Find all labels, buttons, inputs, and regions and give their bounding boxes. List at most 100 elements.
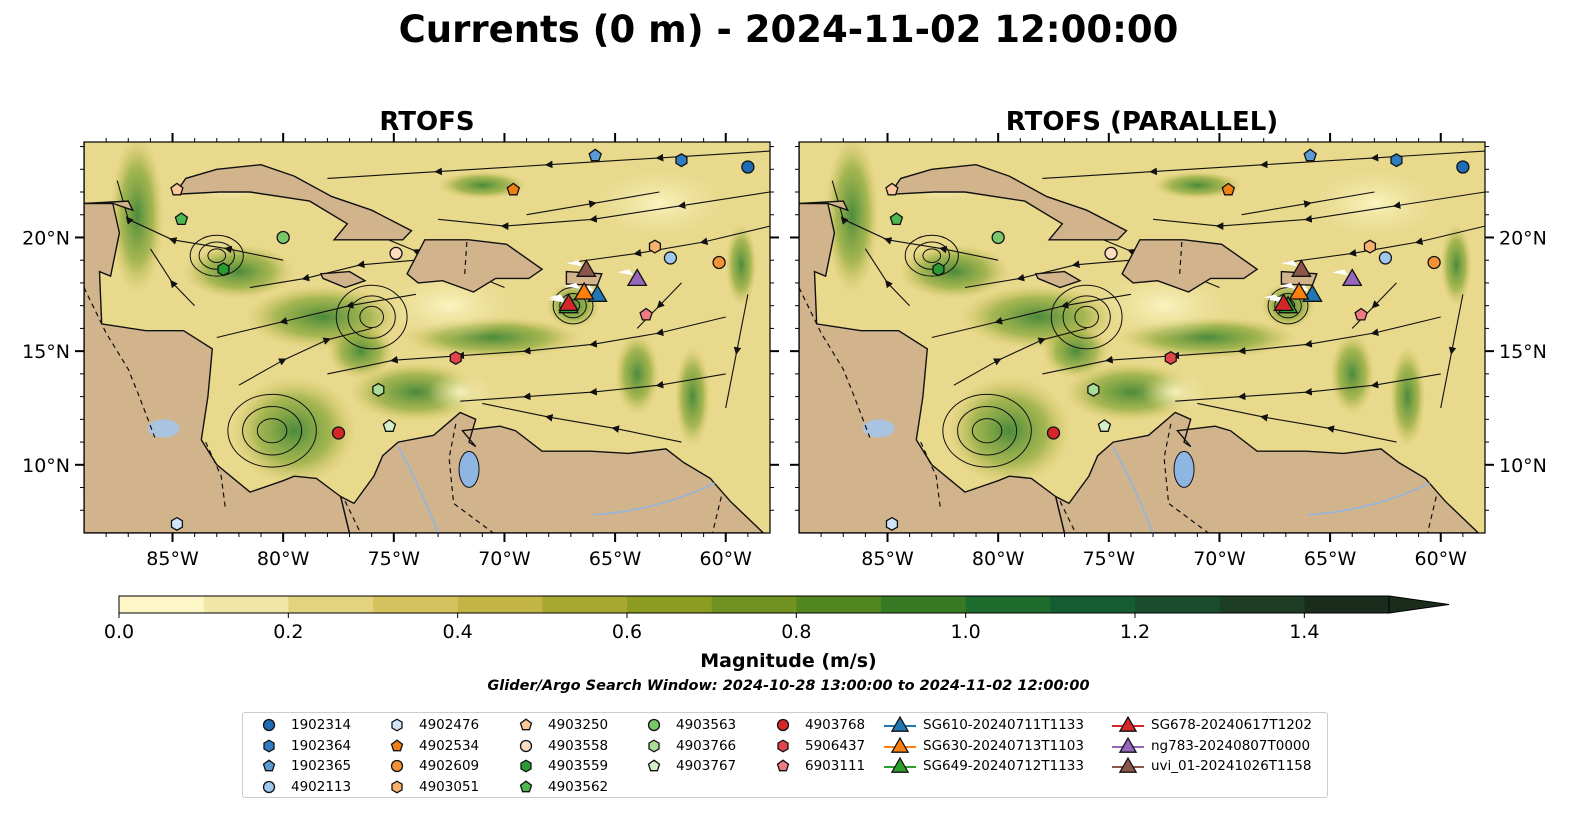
speed-patch [674, 346, 711, 447]
country-border [1059, 500, 1077, 533]
legend-item-4903768: 4903768 [765, 715, 865, 735]
streamline [249, 259, 416, 289]
legend-symbol-hexagon-icon [263, 738, 275, 753]
argo-marker-4903562 [889, 212, 904, 226]
legend-symbol-circle-icon [262, 780, 276, 793]
eddy-streamline [957, 405, 1018, 456]
streamline [636, 282, 682, 329]
legend-symbol-pentagon-icon [776, 759, 790, 772]
speed-patch [1440, 223, 1472, 306]
legend-label: 4903766 [676, 737, 737, 754]
argo-marker-4903563 [276, 230, 290, 245]
legend-marker [1118, 736, 1138, 753]
argo-marker-4903559 [932, 262, 945, 277]
legend-label: 1902314 [291, 717, 352, 733]
streamline [149, 248, 195, 307]
colorbar-bin [965, 596, 1051, 613]
legend-label: 6903111 [805, 758, 866, 774]
legend-marker [1118, 715, 1138, 732]
lake-nicaragua [147, 419, 180, 438]
colorbar-tick-label: 0.2 [273, 621, 303, 643]
legend-marker [890, 756, 910, 773]
calm-patch [382, 271, 516, 340]
colorbar-tick-label: 1.4 [1289, 621, 1319, 643]
argo-marker-4903559 [217, 262, 230, 277]
argo-marker-4903250 [885, 182, 899, 196]
speed-patch [1389, 346, 1426, 447]
eddy-streamline [904, 234, 959, 277]
streamline [460, 373, 726, 402]
eddy-streamline [189, 234, 244, 277]
colorbar-tick-label: 0.0 [104, 621, 134, 643]
map-frame [83, 141, 771, 534]
lake-maracaibo [458, 450, 480, 488]
legend-label: 1902364 [291, 737, 352, 754]
legend: 1902314 1902364 1902365 4902113 4902476 49025… [242, 712, 1328, 798]
glider-track [564, 283, 581, 290]
legend-symbol-pentagon-icon [390, 738, 404, 751]
legend-marker [890, 715, 910, 732]
colorbar-tick-label: 0.8 [781, 621, 811, 643]
argo-marker-4903051 [648, 239, 662, 254]
legend-item-SG610-20240711T1133: SG610-20240711T1133 [883, 715, 1084, 735]
argo-marker-4903768 [1046, 426, 1061, 440]
legend-marker [390, 759, 404, 773]
colorbar-extend-arrow [1388, 595, 1450, 614]
legend-item-ng783-20240807T0000: ng783-20240807T0000 [1111, 736, 1310, 756]
figure-title: Currents (0 m) - 2024-11-02 12:00:00 [398, 8, 1179, 51]
calm-patch [1307, 169, 1441, 238]
legend-marker [776, 718, 790, 732]
legend-item-4903250: 4903250 [508, 715, 608, 735]
argo-marker-6903111 [1354, 307, 1368, 321]
country-border [205, 441, 227, 511]
legend-item-SG649-20240712T1133: SG649-20240712T1133 [883, 756, 1084, 776]
speed-patch [438, 171, 527, 199]
eddy-streamline [256, 418, 288, 444]
calm-patch [1097, 271, 1231, 340]
eddy-streamline [971, 418, 1003, 444]
legend-symbol-pentagon-icon [519, 779, 533, 792]
lon-tick-label: 65°W [589, 548, 642, 570]
argo-marker-4902113 [663, 251, 678, 265]
legend-label: SG630-20240713T1103 [923, 737, 1084, 754]
legend-marker [776, 759, 790, 772]
legend-marker [890, 736, 910, 753]
legend-item-4902476: 4902476 [379, 715, 479, 735]
legend-symbol-circle-icon [519, 739, 533, 752]
streamline [725, 294, 749, 409]
argo-marker-4902476 [885, 516, 899, 531]
argo-marker-4902534 [1221, 182, 1236, 196]
streamline [482, 402, 682, 443]
legend-symbol-circle-icon [647, 718, 661, 732]
argo-marker-4902609 [712, 255, 726, 270]
streamline [238, 327, 372, 386]
streamline [1175, 373, 1441, 402]
legend-marker [648, 738, 660, 753]
legend-symbol-triangle-icon [1112, 736, 1144, 753]
legend-marker [262, 718, 276, 732]
land [84, 200, 135, 212]
streamline [1440, 294, 1464, 409]
legend-symbol-hexagon-icon [391, 718, 403, 732]
lake-maracaibo [1173, 450, 1195, 488]
legend-item-4903051: 4903051 [379, 777, 479, 797]
argo-marker-4903766 [1087, 382, 1100, 397]
legend-symbol-hexagon-icon [391, 779, 403, 794]
glider-marker-ng783-20240807T0000 [1341, 268, 1363, 287]
glider-track [548, 294, 565, 301]
argo-marker-1902364 [675, 153, 688, 168]
glider-track [1279, 283, 1296, 290]
colorbar-bin [203, 596, 289, 613]
legend-label: 4902476 [419, 717, 480, 733]
speed-patch [1330, 332, 1375, 415]
legend-label: 4902113 [291, 778, 352, 795]
streamline [327, 316, 726, 375]
search-window-caption: Glider/Argo Search Window: 2024-10-28 13… [487, 678, 1090, 694]
legend-item-1902365: 1902365 [251, 756, 351, 776]
argo-marker-4903767 [382, 419, 397, 432]
lat-tick-label: 10°N [22, 455, 70, 477]
legend-symbol-triangle-icon [884, 756, 916, 773]
argo-marker-1902365 [1303, 148, 1317, 162]
speed-patch [1153, 171, 1242, 199]
legend-marker [263, 738, 275, 753]
